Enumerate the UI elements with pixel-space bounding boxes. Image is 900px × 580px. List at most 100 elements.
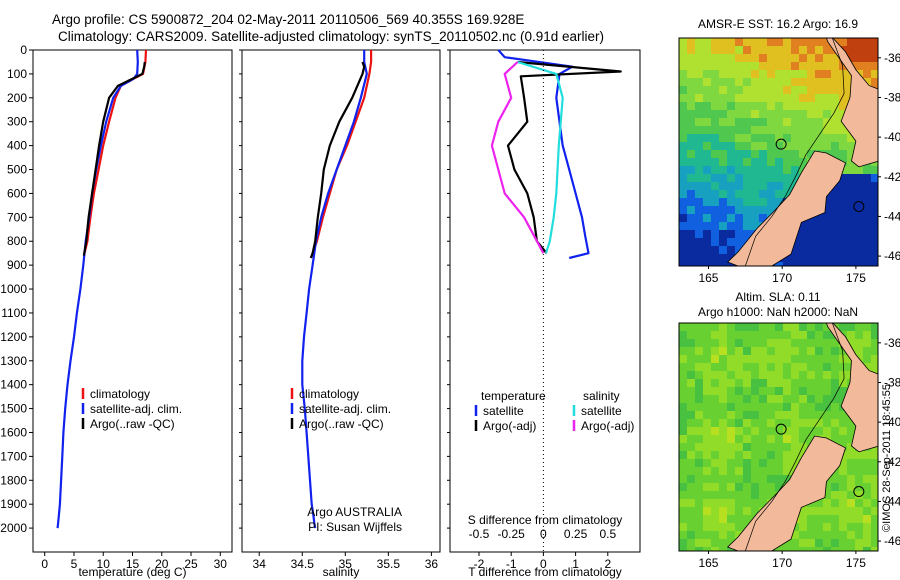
lat-tick-label: -40 bbox=[884, 130, 900, 144]
salinity-panel: 34 34.5 35 35.5 36 salinity bbox=[239, 49, 441, 579]
series-line-satellite bbox=[517, 60, 564, 254]
legend-label: Argo(-adj) bbox=[483, 419, 536, 433]
x-tick-label: 25 bbox=[184, 557, 198, 571]
y-tick-label: 1200 bbox=[0, 330, 27, 344]
x-tick-label: 34.5 bbox=[291, 557, 315, 571]
legend-label: climatology bbox=[90, 387, 150, 401]
x-tick-label: 0 bbox=[41, 557, 48, 571]
legend-label: satellite bbox=[581, 404, 622, 418]
lat-tick-label: -46 bbox=[884, 249, 900, 263]
lat-tick-label: -46 bbox=[884, 534, 900, 548]
salinity-series bbox=[301, 50, 373, 529]
legend-label: climatology bbox=[299, 387, 359, 401]
lat-tick-label: -38 bbox=[884, 375, 900, 389]
legend-label: Argo(..raw -QC) bbox=[299, 417, 384, 431]
series-line-argoadj bbox=[490, 61, 545, 254]
lat-tick-label: -44 bbox=[884, 209, 900, 223]
sla-map: -36 -38 -40 -42 -44 -46 165 170 175 bbox=[678, 322, 900, 570]
legend-header-temperature: temperature bbox=[481, 389, 546, 403]
sst-map: -36 -38 -40 -42 -44 -46 165 170 175 bbox=[678, 37, 900, 285]
lon-tick-label: 175 bbox=[846, 271, 866, 285]
x-tick-label: 2 bbox=[604, 557, 611, 571]
lon-tick-label: 170 bbox=[772, 556, 792, 570]
x-tick-label: 5 bbox=[71, 557, 78, 571]
x-axis-label: T difference from climatology bbox=[468, 565, 622, 579]
south-island-land bbox=[726, 150, 847, 266]
y-tick-label: 400 bbox=[7, 139, 27, 153]
lon-tick-label: 175 bbox=[846, 556, 866, 570]
lat-tick-label: -36 bbox=[884, 336, 900, 350]
figure-title-line1: Argo profile: CS 5900872_204 02-May-2011… bbox=[52, 12, 525, 27]
sst-map-field bbox=[679, 38, 878, 266]
s-diff-axis-label: S difference from climatology bbox=[468, 513, 623, 527]
difference-series bbox=[490, 49, 622, 260]
y-tick-label: 500 bbox=[7, 163, 27, 177]
salinity-frame bbox=[241, 49, 441, 553]
x-tick-label: 35.5 bbox=[377, 557, 401, 571]
series-line-satelliteadjclim bbox=[56, 49, 139, 529]
x-tick-label: 36 bbox=[425, 557, 439, 571]
y-tick-label: 100 bbox=[7, 67, 27, 81]
temperature-series bbox=[56, 49, 148, 529]
legend-label: Argo(..raw -QC) bbox=[90, 417, 175, 431]
y-tick-label: 200 bbox=[7, 91, 27, 105]
y-tick-label: 800 bbox=[7, 234, 27, 248]
lon-tick-label: 170 bbox=[772, 271, 792, 285]
lat-tick-label: -40 bbox=[884, 415, 900, 429]
difference-panel: -2 -1 0 1 2T difference from climatology bbox=[447, 49, 641, 579]
legend-label: satellite-adj. clim. bbox=[90, 402, 182, 416]
x-tick-label: 10 bbox=[97, 557, 111, 571]
north-island-land bbox=[825, 38, 878, 168]
x-tick-label: 1 bbox=[572, 557, 579, 571]
sla-map-field bbox=[679, 323, 878, 551]
series-line-climatology bbox=[82, 49, 148, 256]
legend-header-salinity: salinity bbox=[583, 389, 620, 403]
argo-float-marker bbox=[775, 423, 787, 435]
x-tick-label: 30 bbox=[214, 557, 228, 571]
s-diff-tick-label: 0.5 bbox=[599, 527, 616, 541]
sst-map-frame bbox=[678, 37, 879, 267]
series-line-argorawqc bbox=[82, 61, 146, 256]
y-tick-label: 1500 bbox=[0, 402, 27, 416]
lat-tick-label: -42 bbox=[884, 170, 900, 184]
x-axis-label: salinity bbox=[323, 565, 360, 579]
series-line-satelliteadjclim bbox=[301, 50, 368, 529]
difference-frame bbox=[449, 49, 641, 553]
y-tick-label: 300 bbox=[7, 115, 27, 129]
lon-tick-label: 165 bbox=[698, 556, 718, 570]
south-island-land bbox=[726, 435, 847, 551]
pi-name-text: PI: Susan Wijffels bbox=[308, 520, 402, 534]
y-tick-label: 600 bbox=[7, 186, 27, 200]
temperature-frame bbox=[32, 49, 233, 553]
s-diff-tick-label: -0.25 bbox=[498, 527, 526, 541]
sla-map-frame bbox=[678, 322, 879, 552]
north-island-land bbox=[825, 323, 878, 453]
series-line-argoadj bbox=[506, 60, 622, 254]
x-tick-label: 20 bbox=[155, 557, 169, 571]
secondary-marker bbox=[853, 486, 865, 498]
legend-label: satellite-adj. clim. bbox=[299, 402, 391, 416]
y-tick-label: 1000 bbox=[0, 282, 27, 296]
lon-tick-label: 165 bbox=[698, 271, 718, 285]
y-tick-label: 1900 bbox=[0, 497, 27, 511]
x-tick-label: -1 bbox=[506, 557, 517, 571]
figure-title-line2: Climatology: CARS2009. Satellite-adjuste… bbox=[58, 29, 605, 44]
x-tick-label: 35 bbox=[339, 557, 353, 571]
lat-tick-label: -44 bbox=[884, 494, 900, 508]
x-tick-label: 34 bbox=[253, 557, 267, 571]
x-tick-label: -2 bbox=[474, 557, 485, 571]
y-tick-label: 1300 bbox=[0, 354, 27, 368]
argo-australia-text: Argo AUSTRALIA bbox=[307, 505, 402, 519]
s-diff-tick-label: 0 bbox=[540, 527, 547, 541]
argo-float-marker bbox=[775, 138, 787, 150]
temperature-panel: 0100200300400500600700800900100011001200… bbox=[0, 43, 233, 579]
x-tick-label: 15 bbox=[126, 557, 140, 571]
x-tick-label: 0 bbox=[540, 557, 547, 571]
legend-label: satellite bbox=[483, 404, 524, 418]
y-tick-label: 1800 bbox=[0, 473, 27, 487]
difference-extras: S difference from climatology-0.5 -0.25 0 0… bbox=[468, 50, 634, 552]
y-tick-label: 0 bbox=[20, 43, 27, 57]
depth-contour bbox=[745, 38, 845, 266]
legend-label: Argo(-adj) bbox=[581, 419, 634, 433]
